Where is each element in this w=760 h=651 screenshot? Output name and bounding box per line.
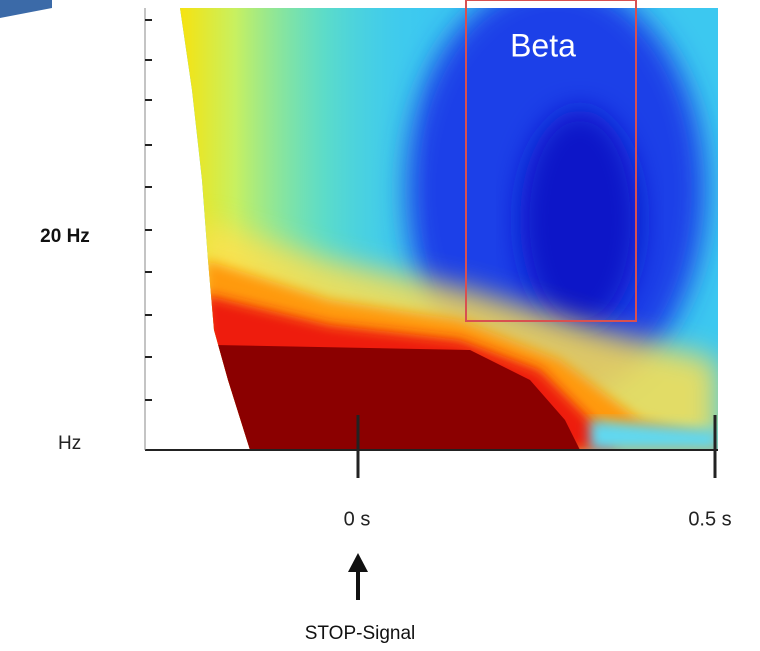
corner-decoration bbox=[0, 0, 52, 18]
spectrogram bbox=[180, 8, 718, 450]
event-arrow bbox=[348, 553, 368, 600]
event-label: STOP-Signal bbox=[305, 623, 416, 644]
beta-box bbox=[465, 0, 637, 322]
x-label-right: 0.5 s bbox=[688, 508, 731, 530]
x-label-left: 0 s bbox=[344, 508, 371, 530]
y-label-bottom: Hz bbox=[58, 433, 81, 454]
axes bbox=[144, 8, 718, 478]
y-label-top: 20 Hz bbox=[40, 226, 90, 247]
box-label: Beta bbox=[510, 27, 576, 63]
